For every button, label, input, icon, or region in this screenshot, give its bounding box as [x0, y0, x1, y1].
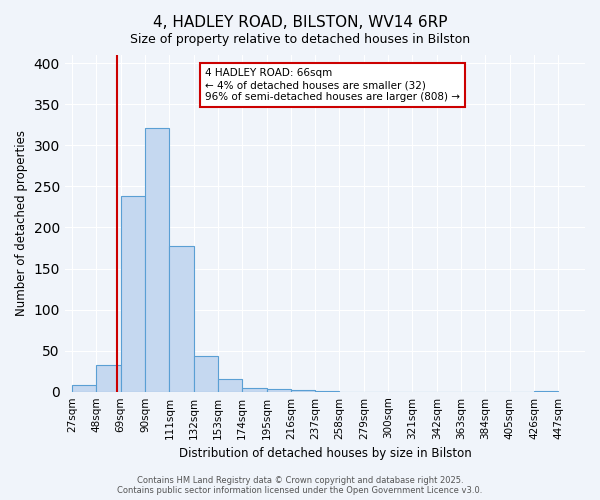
Bar: [218, 378, 242, 392]
Bar: [72, 385, 97, 392]
Y-axis label: Number of detached properties: Number of detached properties: [15, 130, 28, 316]
Bar: [534, 391, 558, 392]
Bar: [242, 388, 266, 392]
X-axis label: Distribution of detached houses by size in Bilston: Distribution of detached houses by size …: [179, 447, 471, 460]
Bar: [194, 356, 218, 392]
Bar: [169, 246, 194, 392]
Bar: [266, 389, 291, 392]
Text: 4 HADLEY ROAD: 66sqm
← 4% of detached houses are smaller (32)
96% of semi-detach: 4 HADLEY ROAD: 66sqm ← 4% of detached ho…: [205, 68, 460, 102]
Bar: [121, 196, 145, 392]
Bar: [315, 391, 340, 392]
Text: Contains HM Land Registry data © Crown copyright and database right 2025.
Contai: Contains HM Land Registry data © Crown c…: [118, 476, 482, 495]
Text: 4, HADLEY ROAD, BILSTON, WV14 6RP: 4, HADLEY ROAD, BILSTON, WV14 6RP: [153, 15, 447, 30]
Bar: [97, 366, 121, 392]
Bar: [291, 390, 315, 392]
Bar: [145, 128, 169, 392]
Text: Size of property relative to detached houses in Bilston: Size of property relative to detached ho…: [130, 32, 470, 46]
